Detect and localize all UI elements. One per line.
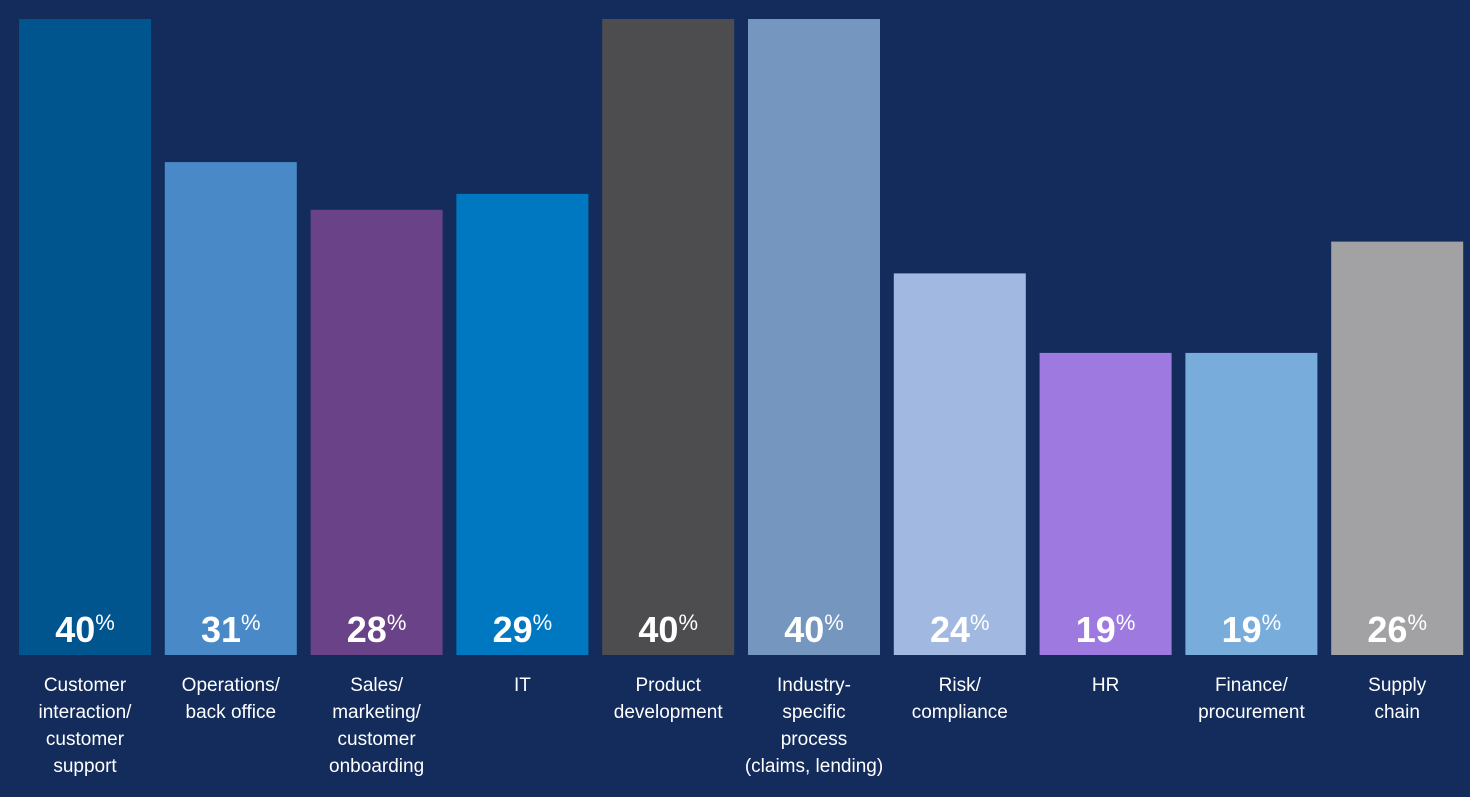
category-label: Operations/back office (182, 675, 281, 723)
bar (748, 19, 880, 655)
bar (310, 209, 443, 656)
bar (19, 19, 151, 655)
category-label: Risk/compliance (912, 675, 1008, 723)
bar-value-label: 40% (784, 609, 844, 650)
bar-value-label: 19% (1076, 609, 1136, 650)
category-labels-group: Customer interaction/customer support Opera… (39, 675, 1427, 777)
bar-value-label: 29% (493, 609, 553, 650)
bar (164, 162, 297, 655)
category-label: Finance/procurement (1198, 675, 1305, 723)
bar (1331, 241, 1464, 655)
bars-group (19, 19, 1464, 656)
category-label: IT (514, 675, 531, 696)
category-label: Supply chain (1368, 675, 1427, 723)
bar-value-label: 28% (347, 609, 407, 650)
bar-value-label: 24% (930, 609, 990, 650)
bar-value-label: 19% (1222, 609, 1282, 650)
value-labels-group: 40% 31% 28% 29% 40% 40% 24% 19% 19% 26% (55, 609, 1427, 650)
bar (602, 19, 735, 655)
category-label: Sales/marketing/customer onboarding (329, 675, 424, 777)
bar-value-label: 40% (638, 609, 698, 650)
category-label: Industry-specific process (claims, lending… (745, 675, 883, 777)
bar-value-label: 26% (1367, 609, 1427, 650)
bar (456, 193, 589, 655)
category-label: Customer interaction/customer support (39, 675, 133, 777)
bar-value-label: 40% (55, 609, 115, 650)
bar (1039, 352, 1172, 655)
bar (893, 273, 1026, 655)
category-label: HR (1092, 675, 1119, 696)
bar (1185, 352, 1318, 655)
category-label: Product development (614, 675, 724, 723)
bar-value-label: 31% (201, 609, 261, 650)
